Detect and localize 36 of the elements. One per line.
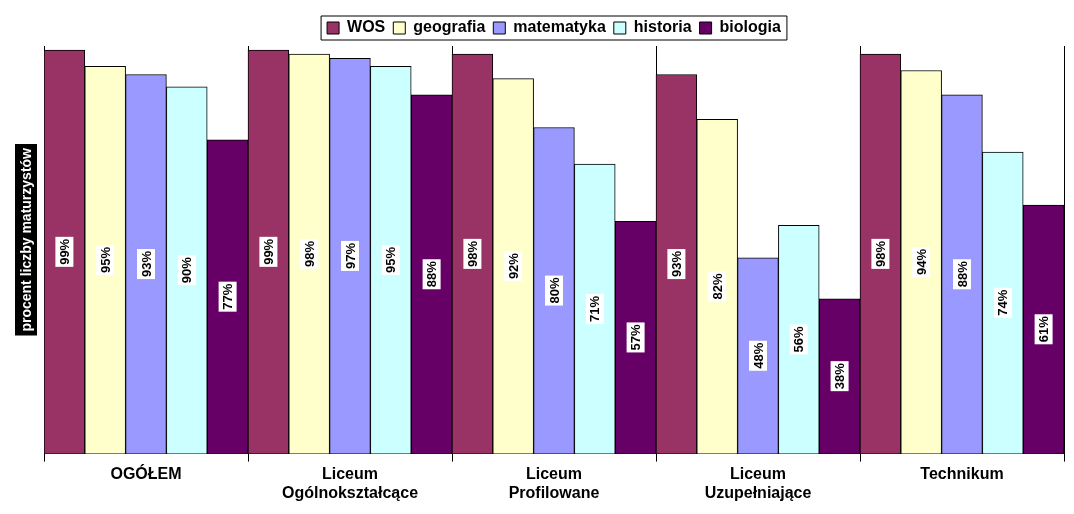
data-label: 80% xyxy=(546,277,562,304)
data-label: 97% xyxy=(342,242,358,269)
data-label: 98% xyxy=(872,240,888,267)
data-label: 56% xyxy=(791,326,807,353)
data-label: 74% xyxy=(995,289,1011,316)
x-tick-label: OGÓŁEM xyxy=(110,463,182,482)
data-label: 48% xyxy=(750,342,766,369)
legend-label: geografia xyxy=(413,18,486,36)
data-label: 57% xyxy=(628,323,644,351)
data-label: 95% xyxy=(383,246,399,274)
data-label: 93% xyxy=(668,250,684,278)
data-label: 92% xyxy=(505,252,521,280)
data-label: 95% xyxy=(97,246,113,274)
x-tick-label: Liceum Profilowane xyxy=(508,464,600,501)
data-label: 38% xyxy=(832,362,848,390)
data-label: 99% xyxy=(260,238,276,265)
data-label: 61% xyxy=(1036,315,1052,343)
y-axis-title: procent liczby maturzystów xyxy=(17,147,34,332)
legend-label: matematyka xyxy=(513,18,606,36)
x-tick-label: Technikum xyxy=(920,464,1004,482)
data-label: 82% xyxy=(709,273,725,300)
x-tick-label: Liceum Uzupełniające xyxy=(704,464,812,501)
data-label: 71% xyxy=(587,295,603,322)
legend-label: WOS xyxy=(347,18,386,36)
data-label: 98% xyxy=(464,240,480,267)
x-tick-label: Liceum Ogólnokształcące xyxy=(281,464,419,501)
data-label: 99% xyxy=(56,238,72,265)
data-label: 77% xyxy=(220,283,236,310)
data-label: 98% xyxy=(301,240,317,267)
legend-label: historia xyxy=(633,18,692,36)
data-label: 88% xyxy=(954,260,970,288)
data-label: 88% xyxy=(424,260,440,288)
data-label: 90% xyxy=(179,256,195,284)
data-label: 93% xyxy=(138,250,154,278)
data-label: 94% xyxy=(913,248,929,276)
legend-label: biologia xyxy=(719,18,782,36)
